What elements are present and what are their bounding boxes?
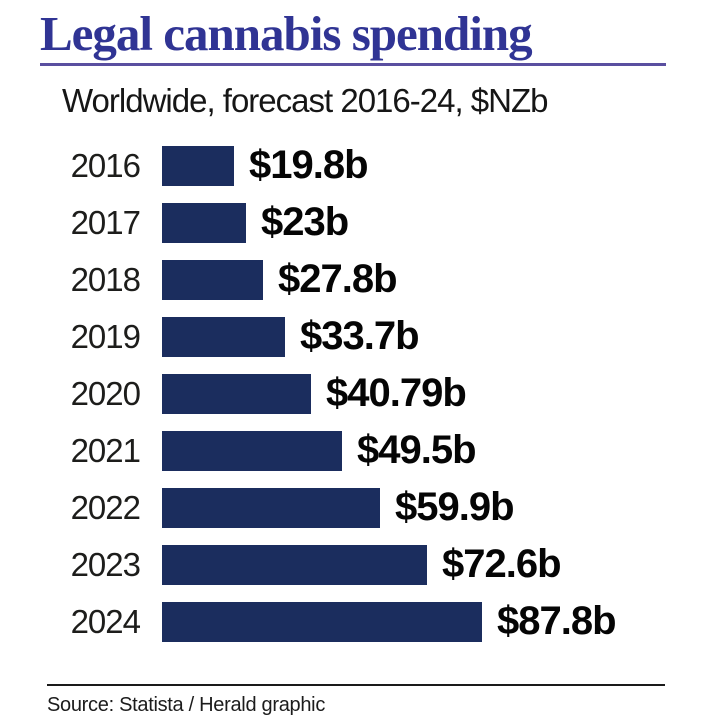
bar-row: 2021 $49.5b	[40, 422, 666, 479]
chart-subtitle: Worldwide, forecast 2016-24, $NZb	[62, 82, 548, 119]
bar	[162, 259, 263, 300]
bar	[162, 316, 285, 357]
bar-row: 2023 $72.6b	[40, 536, 666, 593]
bar	[162, 544, 427, 585]
bar	[162, 430, 342, 471]
value-label: $72.6b	[442, 542, 562, 586]
bar	[162, 373, 311, 414]
bar-row: 2016 $19.8b	[40, 137, 666, 194]
bar-row: 2022 $59.9b	[40, 479, 666, 536]
value-label: $59.9b	[395, 485, 515, 529]
year-label: 2023	[70, 545, 141, 583]
bar	[162, 487, 380, 528]
title-divider	[40, 63, 666, 66]
bar-row: 2020 $40.79b	[40, 365, 666, 422]
year-label: 2016	[70, 146, 141, 184]
bar-row: 2017 $23b	[40, 194, 666, 251]
value-label: $40.79b	[326, 371, 467, 415]
value-label: $23b	[261, 200, 349, 244]
footer-divider	[47, 684, 665, 686]
year-label: 2020	[70, 374, 141, 412]
bar-chart: 2016 $19.8b 2017 $23b 2018 $27.8b 2019 $…	[40, 137, 666, 650]
bar	[162, 601, 482, 642]
bar	[162, 145, 234, 186]
value-label: $27.8b	[278, 257, 398, 301]
value-label: $87.8b	[497, 599, 617, 643]
footer: Source: Statista / Herald graphic	[47, 684, 665, 717]
bar-row: 2024 $87.8b	[40, 593, 666, 650]
year-label: 2022	[70, 488, 141, 526]
year-label: 2021	[70, 431, 141, 469]
year-label: 2024	[70, 602, 141, 640]
year-label: 2018	[70, 260, 141, 298]
value-label: $19.8b	[249, 143, 369, 187]
value-label: $49.5b	[357, 428, 477, 472]
bar	[162, 202, 246, 243]
bar-row: 2019 $33.7b	[40, 308, 666, 365]
chart-title: Legal cannabis spending	[40, 6, 533, 61]
year-label: 2017	[70, 203, 141, 241]
source-credit: Source: Statista / Herald graphic	[47, 694, 326, 716]
year-label: 2019	[70, 317, 141, 355]
value-label: $33.7b	[300, 314, 420, 358]
bar-row: 2018 $27.8b	[40, 251, 666, 308]
